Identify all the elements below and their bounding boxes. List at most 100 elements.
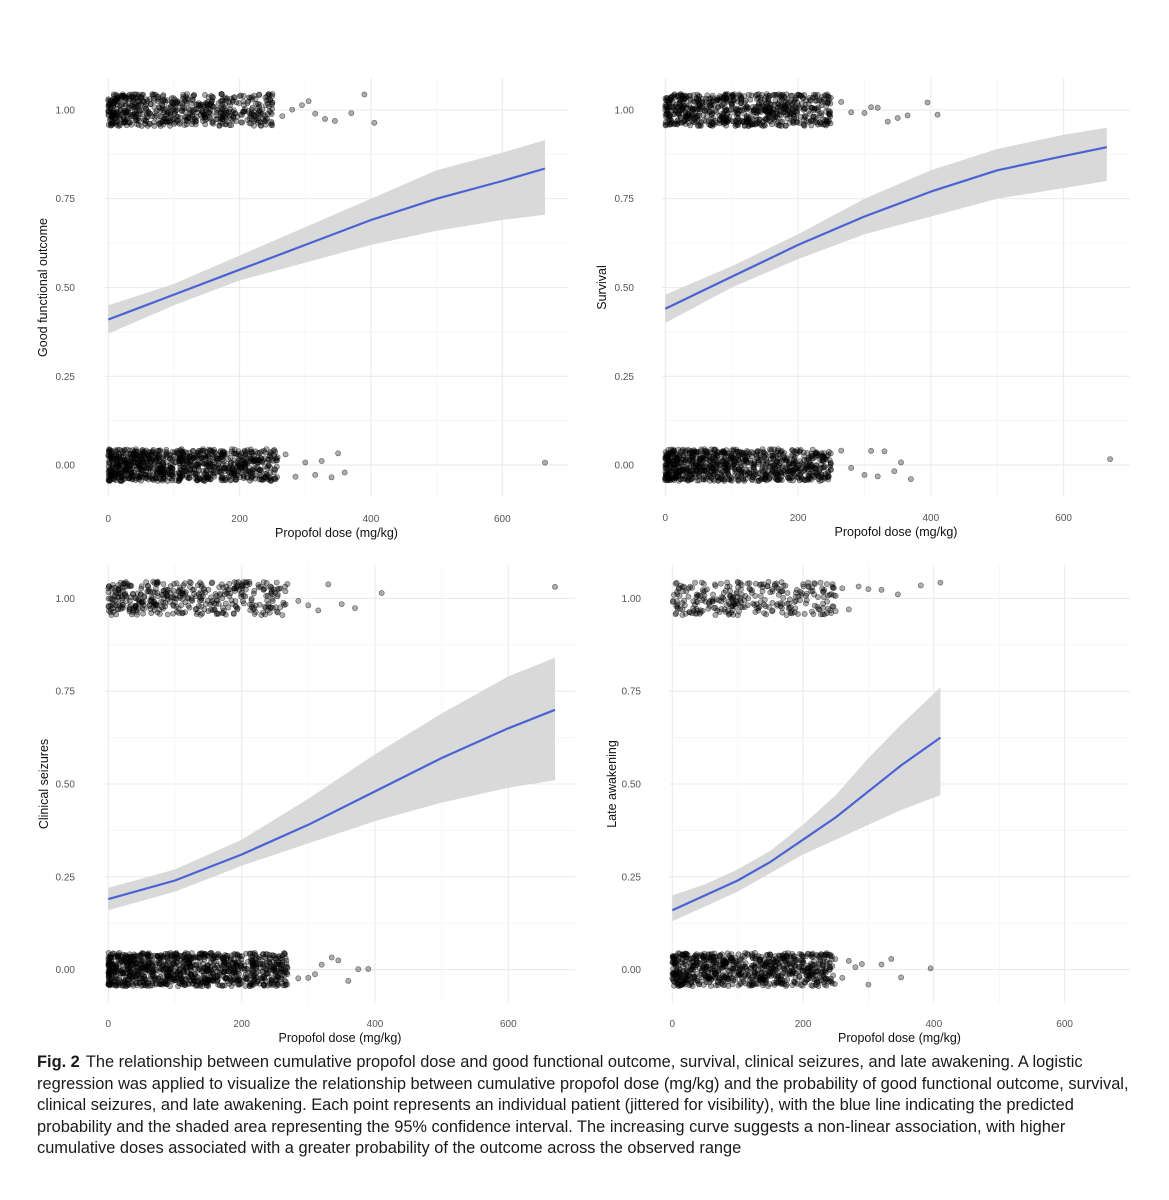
data-point — [697, 106, 704, 113]
y-tick-label: 1.00 — [615, 105, 635, 116]
data-point — [699, 579, 705, 586]
data-point — [727, 594, 734, 600]
data-point — [820, 594, 827, 600]
data-point — [160, 461, 167, 468]
y-axis-title: Survival — [595, 265, 609, 309]
data-point — [128, 457, 135, 464]
data-point — [766, 604, 772, 611]
data-point — [682, 447, 689, 454]
data-point — [189, 597, 195, 604]
data-point — [179, 100, 186, 107]
data-point — [218, 91, 225, 98]
data-point — [814, 452, 821, 459]
data-point — [670, 111, 677, 118]
data-point — [269, 605, 276, 611]
data-point — [170, 101, 177, 108]
data-point — [145, 588, 152, 595]
data-point — [874, 473, 881, 480]
data-point — [242, 467, 249, 474]
data-point — [272, 589, 278, 596]
data-point — [202, 92, 208, 98]
data-point — [207, 964, 214, 970]
data-point — [220, 610, 227, 616]
data-point — [780, 595, 787, 601]
data-point — [162, 471, 169, 478]
data-point — [163, 969, 170, 976]
data-point — [710, 465, 717, 472]
data-point — [174, 954, 181, 961]
data-point — [757, 470, 763, 476]
data-point — [190, 954, 197, 960]
data-point — [811, 591, 818, 598]
x-tick-label: 0 — [106, 514, 112, 525]
data-point — [764, 583, 771, 590]
data-point — [831, 585, 837, 591]
data-point — [904, 112, 911, 119]
data-point — [687, 583, 694, 590]
data-point — [283, 961, 290, 967]
data-point — [268, 121, 274, 128]
data-point — [224, 110, 231, 116]
data-point — [177, 466, 184, 473]
data-point — [271, 466, 278, 473]
data-point — [719, 102, 725, 109]
data-point — [770, 112, 777, 118]
data-point — [221, 464, 227, 471]
data-point — [115, 463, 122, 470]
data-point — [149, 476, 156, 482]
data-point — [690, 605, 697, 611]
x-axis-title: Propofol dose (mg/kg) — [279, 1031, 402, 1045]
data-point — [763, 611, 769, 618]
data-point — [803, 597, 810, 604]
data-point — [780, 582, 787, 589]
data-point — [302, 459, 309, 466]
data-point — [158, 466, 164, 472]
data-point — [126, 119, 133, 125]
data-point — [201, 956, 208, 963]
data-point — [248, 94, 255, 101]
data-point — [683, 588, 690, 595]
data-point — [711, 605, 717, 611]
data-point — [825, 605, 832, 612]
data-point — [155, 975, 162, 982]
data-point — [248, 595, 255, 602]
data-point — [694, 118, 701, 125]
data-point — [827, 120, 834, 127]
data-point — [779, 601, 786, 607]
data-point — [305, 602, 312, 609]
data-point — [168, 956, 175, 962]
data-point — [113, 611, 120, 618]
data-point — [157, 952, 164, 959]
data-point — [186, 578, 193, 585]
data-point — [812, 94, 818, 100]
data-point — [138, 599, 145, 606]
data-point — [181, 951, 188, 958]
data-point — [107, 959, 114, 966]
data-point — [703, 474, 710, 481]
data-point — [345, 977, 352, 984]
data-point — [195, 603, 202, 610]
data-point — [133, 463, 140, 470]
data-point — [716, 120, 723, 127]
data-point — [121, 978, 128, 984]
data-point — [215, 452, 222, 459]
data-point — [678, 468, 684, 474]
data-point — [253, 117, 260, 123]
data-point — [213, 109, 220, 116]
data-point — [703, 449, 710, 456]
data-point — [250, 606, 257, 613]
data-point — [825, 476, 832, 483]
data-point — [760, 459, 766, 465]
data-point — [263, 971, 270, 978]
data-point — [145, 952, 151, 959]
data-point — [797, 471, 803, 478]
data-point — [262, 611, 268, 618]
data-point — [331, 118, 338, 124]
x-tick-label: 200 — [790, 513, 807, 524]
data-point — [207, 115, 213, 122]
data-point — [244, 474, 251, 481]
data-point — [121, 447, 128, 454]
data-point — [268, 981, 274, 988]
